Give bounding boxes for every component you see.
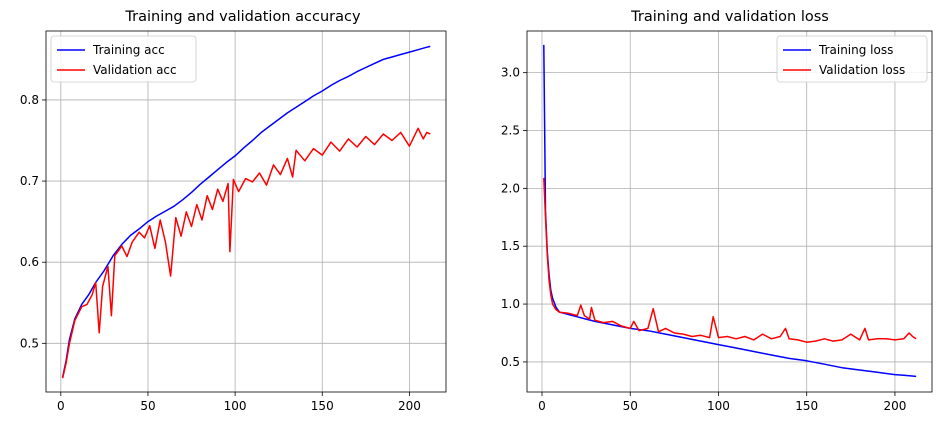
accuracy-x-tick-label: 200 <box>398 399 421 413</box>
loss-series-validation-line <box>543 177 917 343</box>
accuracy-legend-box <box>50 35 197 83</box>
loss-legend-label: Training loss <box>818 43 893 57</box>
loss-y-tick-label: 1.0 <box>501 297 520 311</box>
accuracy-x-tick-label: 150 <box>311 399 334 413</box>
loss-y-tick-label: 3.0 <box>501 66 520 80</box>
loss-y-tick-label: 1.5 <box>501 239 520 253</box>
accuracy-chart-frame <box>45 30 447 393</box>
accuracy-series-validation-line <box>61 127 431 379</box>
accuracy-y-tick-label: 0.6 <box>20 255 39 269</box>
loss-y-tick-label: 2.5 <box>501 124 520 138</box>
loss-legend-box <box>776 35 928 83</box>
loss-x-tick-label: 50 <box>623 399 638 413</box>
loss-x-tick-label: 200 <box>883 399 906 413</box>
loss-series-training-line <box>543 44 917 378</box>
accuracy-chart-plot <box>61 45 431 379</box>
accuracy-chart-title: Training and validation accuracy <box>124 9 361 25</box>
loss-chart-frame <box>526 30 933 393</box>
accuracy-y-tick-label: 0.5 <box>20 336 39 350</box>
accuracy-chart: Training and validation accuracy 0 50 100 1… <box>20 9 447 413</box>
loss-x-tick-label: 150 <box>795 399 818 413</box>
loss-y-tick-label: 0.5 <box>501 355 520 369</box>
accuracy-y-tick-label: 0.8 <box>20 93 39 107</box>
accuracy-series-training-line <box>61 45 431 378</box>
accuracy-legend-label: Training acc <box>92 43 165 57</box>
loss-chart-legend: Training loss Validation loss <box>776 35 928 83</box>
loss-chart-plot <box>543 44 917 378</box>
accuracy-x-tick-label: 100 <box>224 399 247 413</box>
accuracy-chart-legend: Training acc Validation acc <box>50 35 197 83</box>
loss-chart-ticks: 0 50 100 150 200 0.5 1.0 1.5 2.0 2.5 3.0 <box>501 66 906 413</box>
loss-x-tick-label: 100 <box>707 399 730 413</box>
accuracy-x-tick-label: 50 <box>140 399 155 413</box>
loss-x-tick-label: 0 <box>538 399 546 413</box>
accuracy-y-tick-label: 0.7 <box>20 174 39 188</box>
loss-chart-grid <box>527 31 932 392</box>
accuracy-chart-grid <box>46 31 446 392</box>
loss-y-tick-label: 2.0 <box>501 181 520 195</box>
loss-chart-title: Training and validation loss <box>630 9 829 25</box>
accuracy-legend-label: Validation acc <box>93 63 177 77</box>
accuracy-x-tick-label: 0 <box>57 399 65 413</box>
accuracy-chart-ticks: 0 50 100 150 200 0.5 0.6 0.7 0.8 <box>20 93 421 413</box>
loss-chart: Training and validation loss 0 50 100 150 20… <box>501 9 933 413</box>
loss-legend-label: Validation loss <box>819 63 905 77</box>
